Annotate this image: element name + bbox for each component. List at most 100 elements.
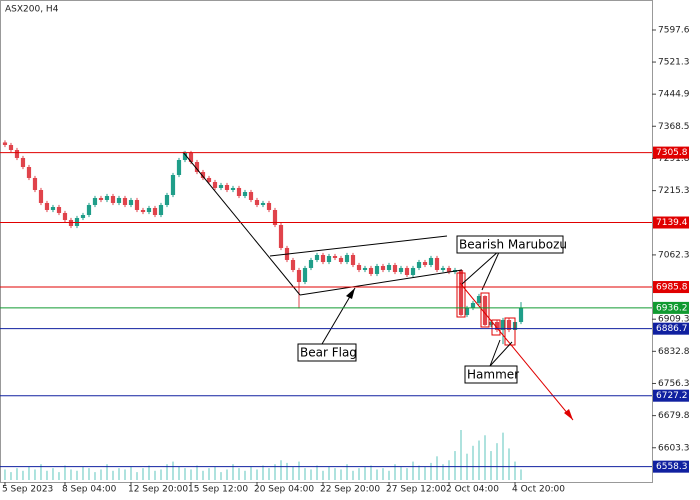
x-tick-label: 5 Sep 2023 xyxy=(2,485,53,495)
plot-frame xyxy=(0,0,653,483)
candle-body xyxy=(134,199,140,210)
y-tick-label: 6679.8 xyxy=(658,411,690,421)
annotation: Hammer xyxy=(467,368,519,382)
candle-body xyxy=(152,207,158,215)
candle-body xyxy=(494,322,500,330)
candle-body xyxy=(506,319,512,330)
candle-body xyxy=(386,264,392,270)
candle-body xyxy=(416,262,422,268)
candle-body xyxy=(188,152,194,163)
candle-body xyxy=(50,207,56,210)
candle-body xyxy=(80,214,86,218)
candle-body xyxy=(482,295,488,325)
price-tag-label: 7139.4 xyxy=(656,218,688,228)
candle-body xyxy=(254,199,260,205)
candle-body xyxy=(14,149,20,158)
arrow-head xyxy=(346,288,355,299)
projection-arrow xyxy=(459,282,574,421)
candle-body xyxy=(236,187,242,197)
y-tick-label: 7521.3 xyxy=(658,58,690,68)
candle-body xyxy=(410,267,416,275)
highlight-box xyxy=(456,272,466,318)
candle-body xyxy=(98,197,104,200)
candle-body xyxy=(422,262,428,265)
flag-line xyxy=(299,269,463,296)
candle-body xyxy=(458,269,464,315)
candle-body xyxy=(362,267,368,270)
candle-body xyxy=(56,207,62,213)
candle-body xyxy=(314,254,320,260)
y-tick-label: 6603.3 xyxy=(658,443,690,453)
price-tag-label: 7305.8 xyxy=(656,148,688,158)
candle-body xyxy=(140,209,146,213)
candle-body xyxy=(374,265,380,274)
candle-body xyxy=(332,255,338,258)
candle-body xyxy=(296,269,302,283)
candle-body xyxy=(368,267,374,274)
candle-body xyxy=(290,259,296,270)
price-tag xyxy=(653,216,689,229)
candle-body xyxy=(266,202,272,210)
pointer xyxy=(489,339,501,367)
marks xyxy=(2,140,524,480)
candle-body xyxy=(20,157,26,168)
candle-body xyxy=(200,172,206,178)
candle-body xyxy=(170,174,176,195)
candle-body xyxy=(428,257,434,265)
highlight-box xyxy=(491,319,501,336)
x-tick-label: 15 Sep 12:00 xyxy=(188,485,248,495)
candle-body xyxy=(488,322,494,325)
annotation-box xyxy=(464,365,518,384)
candle-body xyxy=(308,259,314,268)
price-tag xyxy=(653,146,689,159)
y-tick-label: 6756.3 xyxy=(658,379,690,389)
annotation-box xyxy=(456,235,564,254)
price-tag-label: 6727.2 xyxy=(656,391,688,401)
candle-body xyxy=(470,302,476,308)
candle-body xyxy=(260,202,266,205)
candle-body xyxy=(158,204,164,215)
candle-body xyxy=(8,144,14,150)
price-tag-label: 6886.7 xyxy=(656,324,688,334)
x-tick-label: 4 Oct 20:00 xyxy=(512,485,565,495)
candle-body xyxy=(464,307,470,315)
x-tick-label: 27 Sep 12:00 xyxy=(386,485,446,495)
candle-body xyxy=(92,197,98,205)
y-tick-label: 6909.3 xyxy=(658,315,690,325)
pointer xyxy=(489,341,513,367)
candle-body xyxy=(500,319,506,330)
annotation: Bearish Marubozu xyxy=(459,238,567,252)
price-tag xyxy=(653,281,689,294)
candle-body xyxy=(392,264,398,273)
y-tick-label: 7444.9 xyxy=(658,90,690,100)
candle-body xyxy=(182,152,188,160)
candle-body xyxy=(122,197,128,205)
candle-body xyxy=(218,184,224,188)
candle-body xyxy=(206,177,212,183)
candle-body xyxy=(32,177,38,190)
trend-line xyxy=(182,151,301,296)
candle-body xyxy=(350,254,356,265)
x-tick-label: 12 Sep 20:00 xyxy=(128,485,188,495)
candle-body xyxy=(116,197,122,203)
candle-body xyxy=(104,196,110,200)
y-tick-label: 6832.8 xyxy=(658,347,690,357)
candle-body xyxy=(242,192,248,197)
price-tag-label: 6558.3 xyxy=(656,462,688,472)
candle-body xyxy=(476,295,482,303)
candle-body xyxy=(344,254,350,263)
highlight-box xyxy=(504,317,516,346)
candle-body xyxy=(230,187,236,190)
candle-body xyxy=(224,184,230,190)
candle-body xyxy=(176,159,182,175)
candle-body xyxy=(302,267,308,283)
price-tag-label: 6936.2 xyxy=(656,303,688,313)
price-tag xyxy=(653,460,689,473)
candle-body xyxy=(440,267,446,270)
pointer xyxy=(481,249,501,291)
candle-body xyxy=(278,224,284,248)
candle-body xyxy=(326,255,332,263)
x-tick-label: 20 Sep 04:00 xyxy=(254,485,314,495)
price-tag-label: 6985.8 xyxy=(656,283,688,293)
candle-body xyxy=(446,267,452,273)
